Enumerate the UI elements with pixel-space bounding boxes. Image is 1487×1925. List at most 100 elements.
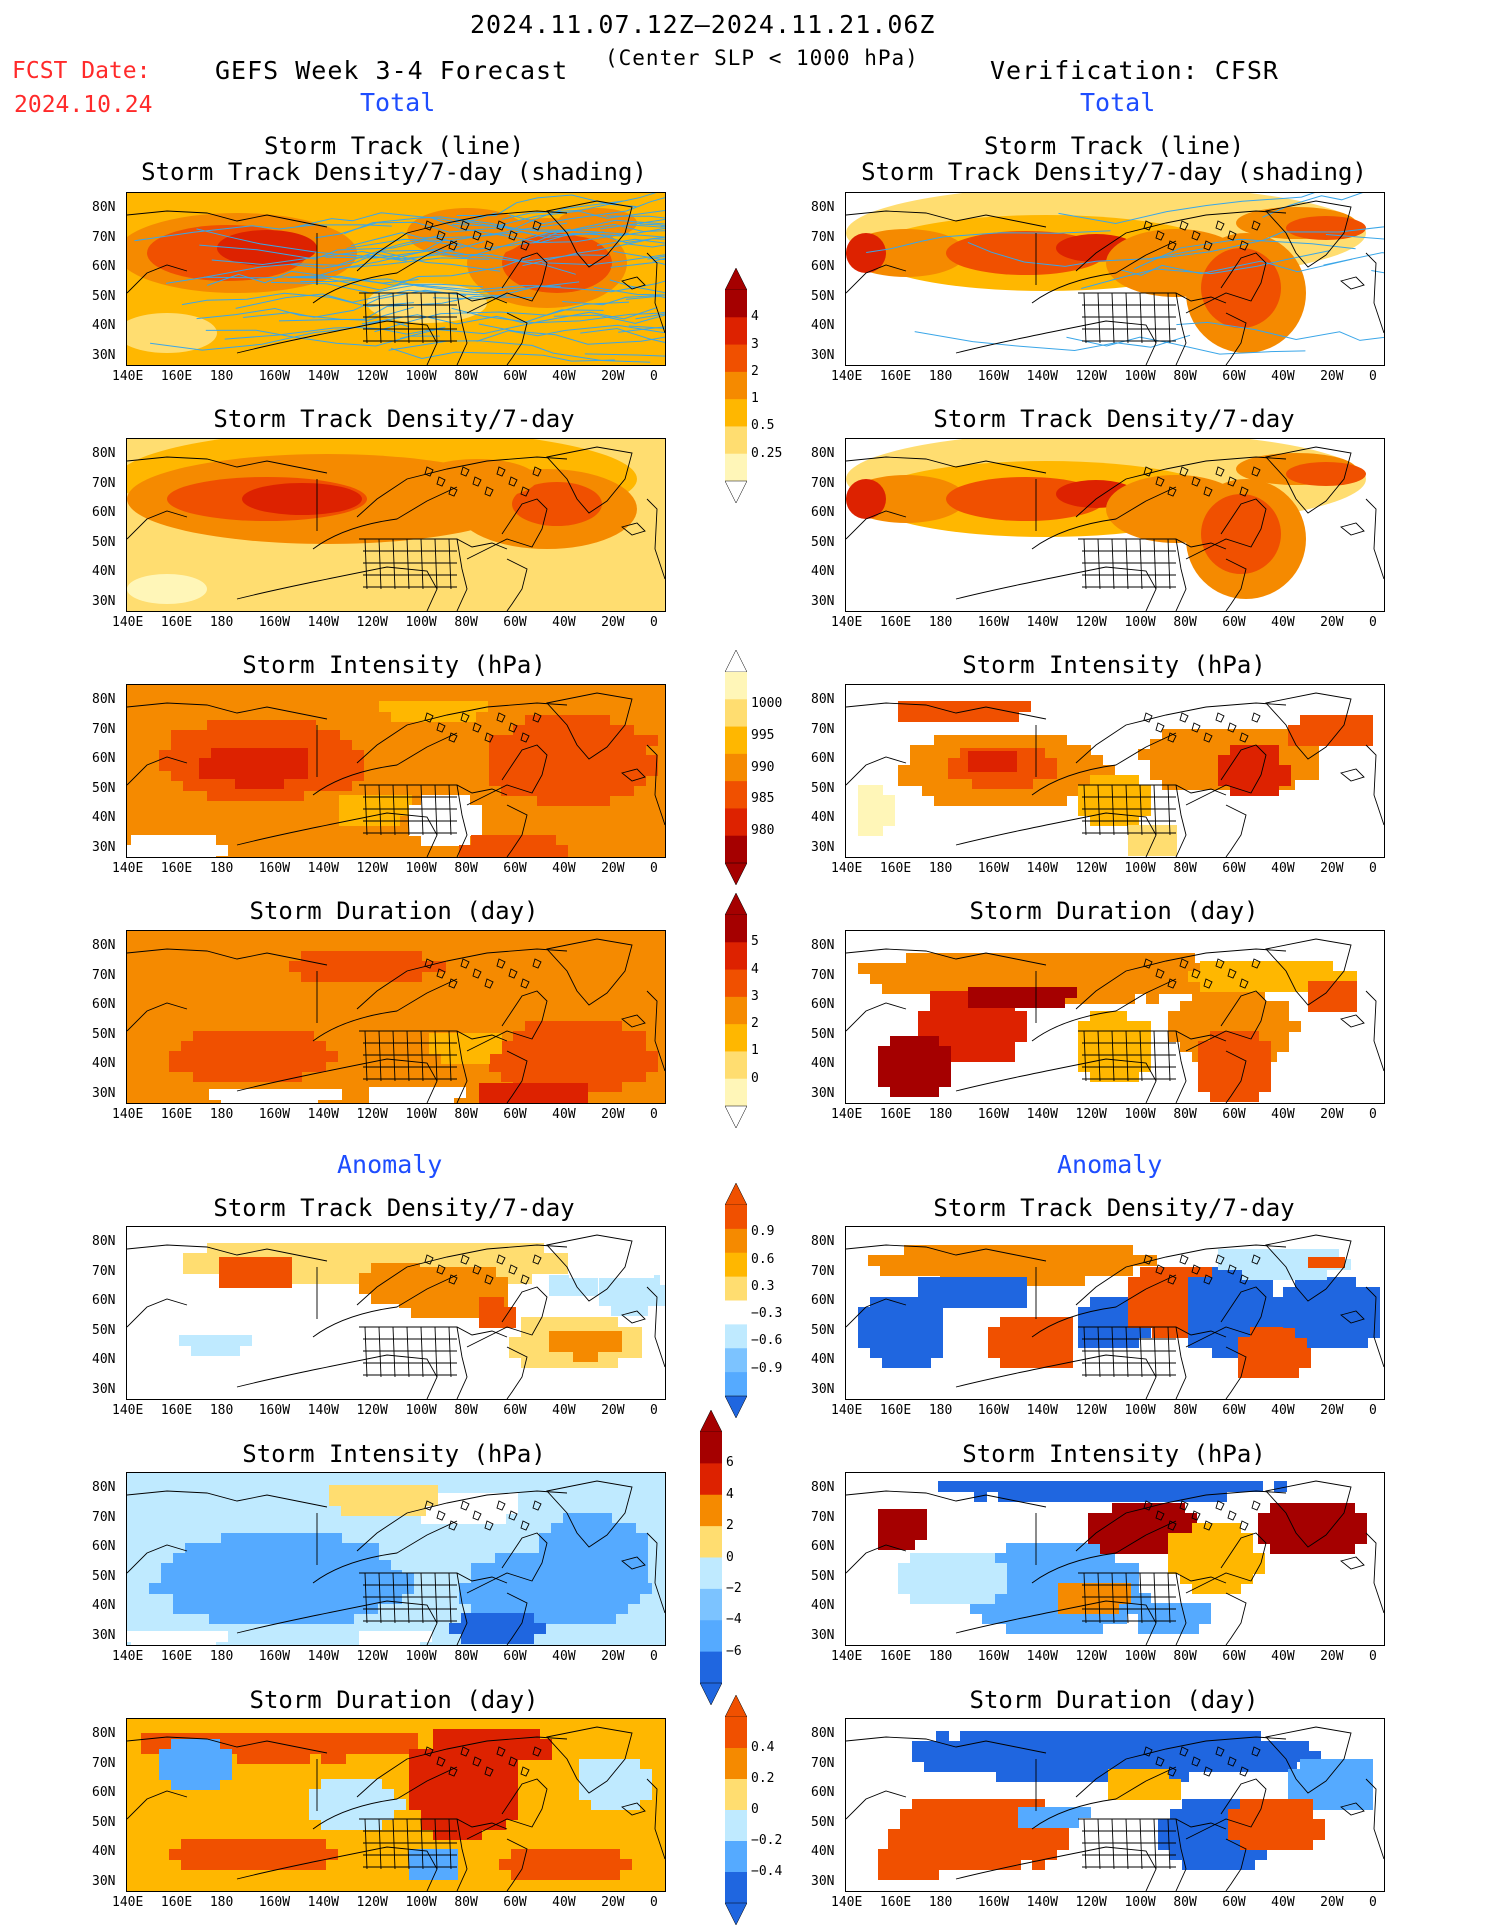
lon-tick-label: 180 [928,615,953,630]
lat-tick-label: 50N [92,1568,116,1584]
colorbar-tick-label: 0 [751,1070,759,1086]
field-cells [479,1083,588,1103]
lat-tick-label: 50N [811,1026,835,1042]
lon-tick-label: 120W [356,861,388,876]
field-cells [219,1257,292,1288]
colorbar-density [725,268,747,503]
colorbar-tick-label: −0.9 [751,1360,783,1376]
lat-tick-label: 30N [92,1873,116,1889]
lat-tick-label: 80N [92,692,116,707]
lon-tick-label: 120W [1075,1895,1107,1910]
field-cells [898,701,1031,722]
lat-tick-label: 80N [811,938,835,953]
lon-tick-label: 100W [1124,615,1156,630]
lon-tick-label: 120W [1075,615,1107,630]
lon-tick-label: 140E [112,1649,144,1664]
lon-tick-label: 100W [405,861,437,876]
lat-tick-label: 40N [811,1598,835,1613]
lat-tick-label: 50N [92,1322,116,1338]
field-cells [179,1335,252,1356]
field-cells [1168,1523,1265,1594]
lon-tick-label: 140E [831,1895,863,1910]
colorbar-tick-label: 1 [751,391,759,407]
lon-tick-label: 140E [831,369,863,384]
lon-tick-label: 180 [928,1649,953,1664]
lon-tick-label: 60W [503,1895,527,1910]
lat-tick-label: 30N [811,1085,835,1101]
lon-tick-label: 60W [1222,615,1246,630]
lon-tick-label: 40W [1271,1107,1295,1122]
lat-tick-label: 40N [92,1352,116,1367]
lon-tick-label: 120W [356,369,388,384]
lon-tick-label: 160E [879,1403,912,1418]
lon-tick-label: 0 [650,1107,658,1122]
lon-tick-label: 20W [601,1403,625,1418]
lon-tick-label: 40W [1271,1895,1295,1910]
lon-tick-label: 0 [650,369,658,384]
field-cells [549,1331,622,1362]
lat-tick-label: 40N [92,318,116,333]
field-cells [878,1849,951,1880]
lon-tick-label: 140W [1026,1649,1058,1664]
lon-tick-label: 60W [1222,369,1246,384]
lon-tick-label: 160E [160,615,193,630]
lon-tick-label: 0 [650,861,658,876]
lon-tick-label: 180 [209,861,234,876]
lat-tick-label: 80N [92,1234,116,1249]
lat-tick-label: 80N [811,1234,835,1249]
lon-tick-label: 140W [307,369,339,384]
lon-tick-label: 20W [1320,615,1344,630]
field-cells [1218,745,1291,796]
lon-tick-label: 100W [1124,1403,1156,1418]
field-cells [878,1036,951,1097]
lon-tick-label: 40W [552,1403,576,1418]
colorbar-tick-label: −6 [726,1643,742,1659]
field-contour [1286,462,1366,486]
lon-tick-label: 180 [209,1895,234,1910]
lat-tick-label: 50N [92,288,116,304]
lon-tick-label: 160E [879,1107,912,1122]
lon-tick-label: 160W [977,861,1010,876]
panel-title-track-shading-right: Storm Track Density/7-day (shading) [861,158,1367,186]
map-borders [846,938,1384,1103]
lat-tick-label: 30N [92,839,116,855]
field-cells [489,715,658,806]
field-cells [1138,1603,1211,1634]
map-panel-forecast-density-anomaly [126,1226,666,1400]
lat-tick-label: 70N [811,1755,835,1771]
map-borders [846,200,1384,365]
panel-title-duration-anom-right: Storm Duration (day) [969,1686,1259,1714]
lat-tick-label: 40N [92,810,116,825]
colorbar-tick-label: 1000 [751,695,783,711]
lon-tick-label: 100W [405,615,437,630]
field-cells [1128,825,1177,856]
lon-tick-label: 80W [454,1895,478,1910]
lat-tick-label: 60N [811,1293,835,1308]
lat-tick-label: 80N [92,938,116,953]
lat-tick-label: 30N [811,1627,835,1643]
lon-tick-label: 140E [112,1403,144,1418]
colorbar-tick-label: 0.25 [751,445,783,461]
lon-tick-label: 120W [1075,1649,1107,1664]
lat-tick-label: 40N [811,1056,835,1071]
lat-tick-label: 80N [811,446,835,461]
lat-tick-label: 60N [92,751,116,766]
lat-tick-label: 30N [92,1381,116,1397]
colorbar-tick-label: 0.4 [751,1740,775,1755]
map-borders [846,692,1384,857]
lon-tick-label: 80W [1173,861,1197,876]
lat-tick-label: 30N [92,347,116,363]
map-panel-forecast-duration [126,930,666,1104]
panel-title-duration-left: Storm Duration (day) [249,897,539,925]
lon-tick-label: 80W [454,1403,478,1418]
field-cells [141,1733,418,1764]
colorbar-tick-label: 2 [751,363,759,379]
lon-tick-label: 60W [503,615,527,630]
field-contour [407,208,527,258]
lat-tick-label: 80N [92,1480,116,1495]
colorbar-tick-label: 3 [751,336,759,352]
lon-tick-label: 140E [831,861,863,876]
colorbar-tick-label: −0.2 [751,1833,783,1848]
lat-tick-label: 50N [811,1322,835,1338]
colorbar-duration [725,893,747,1128]
